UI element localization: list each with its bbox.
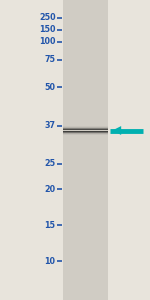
- Text: 37: 37: [45, 122, 56, 130]
- Text: 25: 25: [44, 159, 56, 168]
- Text: 100: 100: [39, 38, 56, 46]
- Text: 10: 10: [45, 256, 56, 266]
- Bar: [63, 0, 108, 300]
- Text: 50: 50: [45, 82, 56, 91]
- Text: 20: 20: [44, 184, 56, 194]
- Text: 150: 150: [39, 26, 56, 34]
- Text: 15: 15: [45, 220, 56, 230]
- Text: 75: 75: [45, 56, 56, 64]
- Text: 250: 250: [39, 14, 56, 22]
